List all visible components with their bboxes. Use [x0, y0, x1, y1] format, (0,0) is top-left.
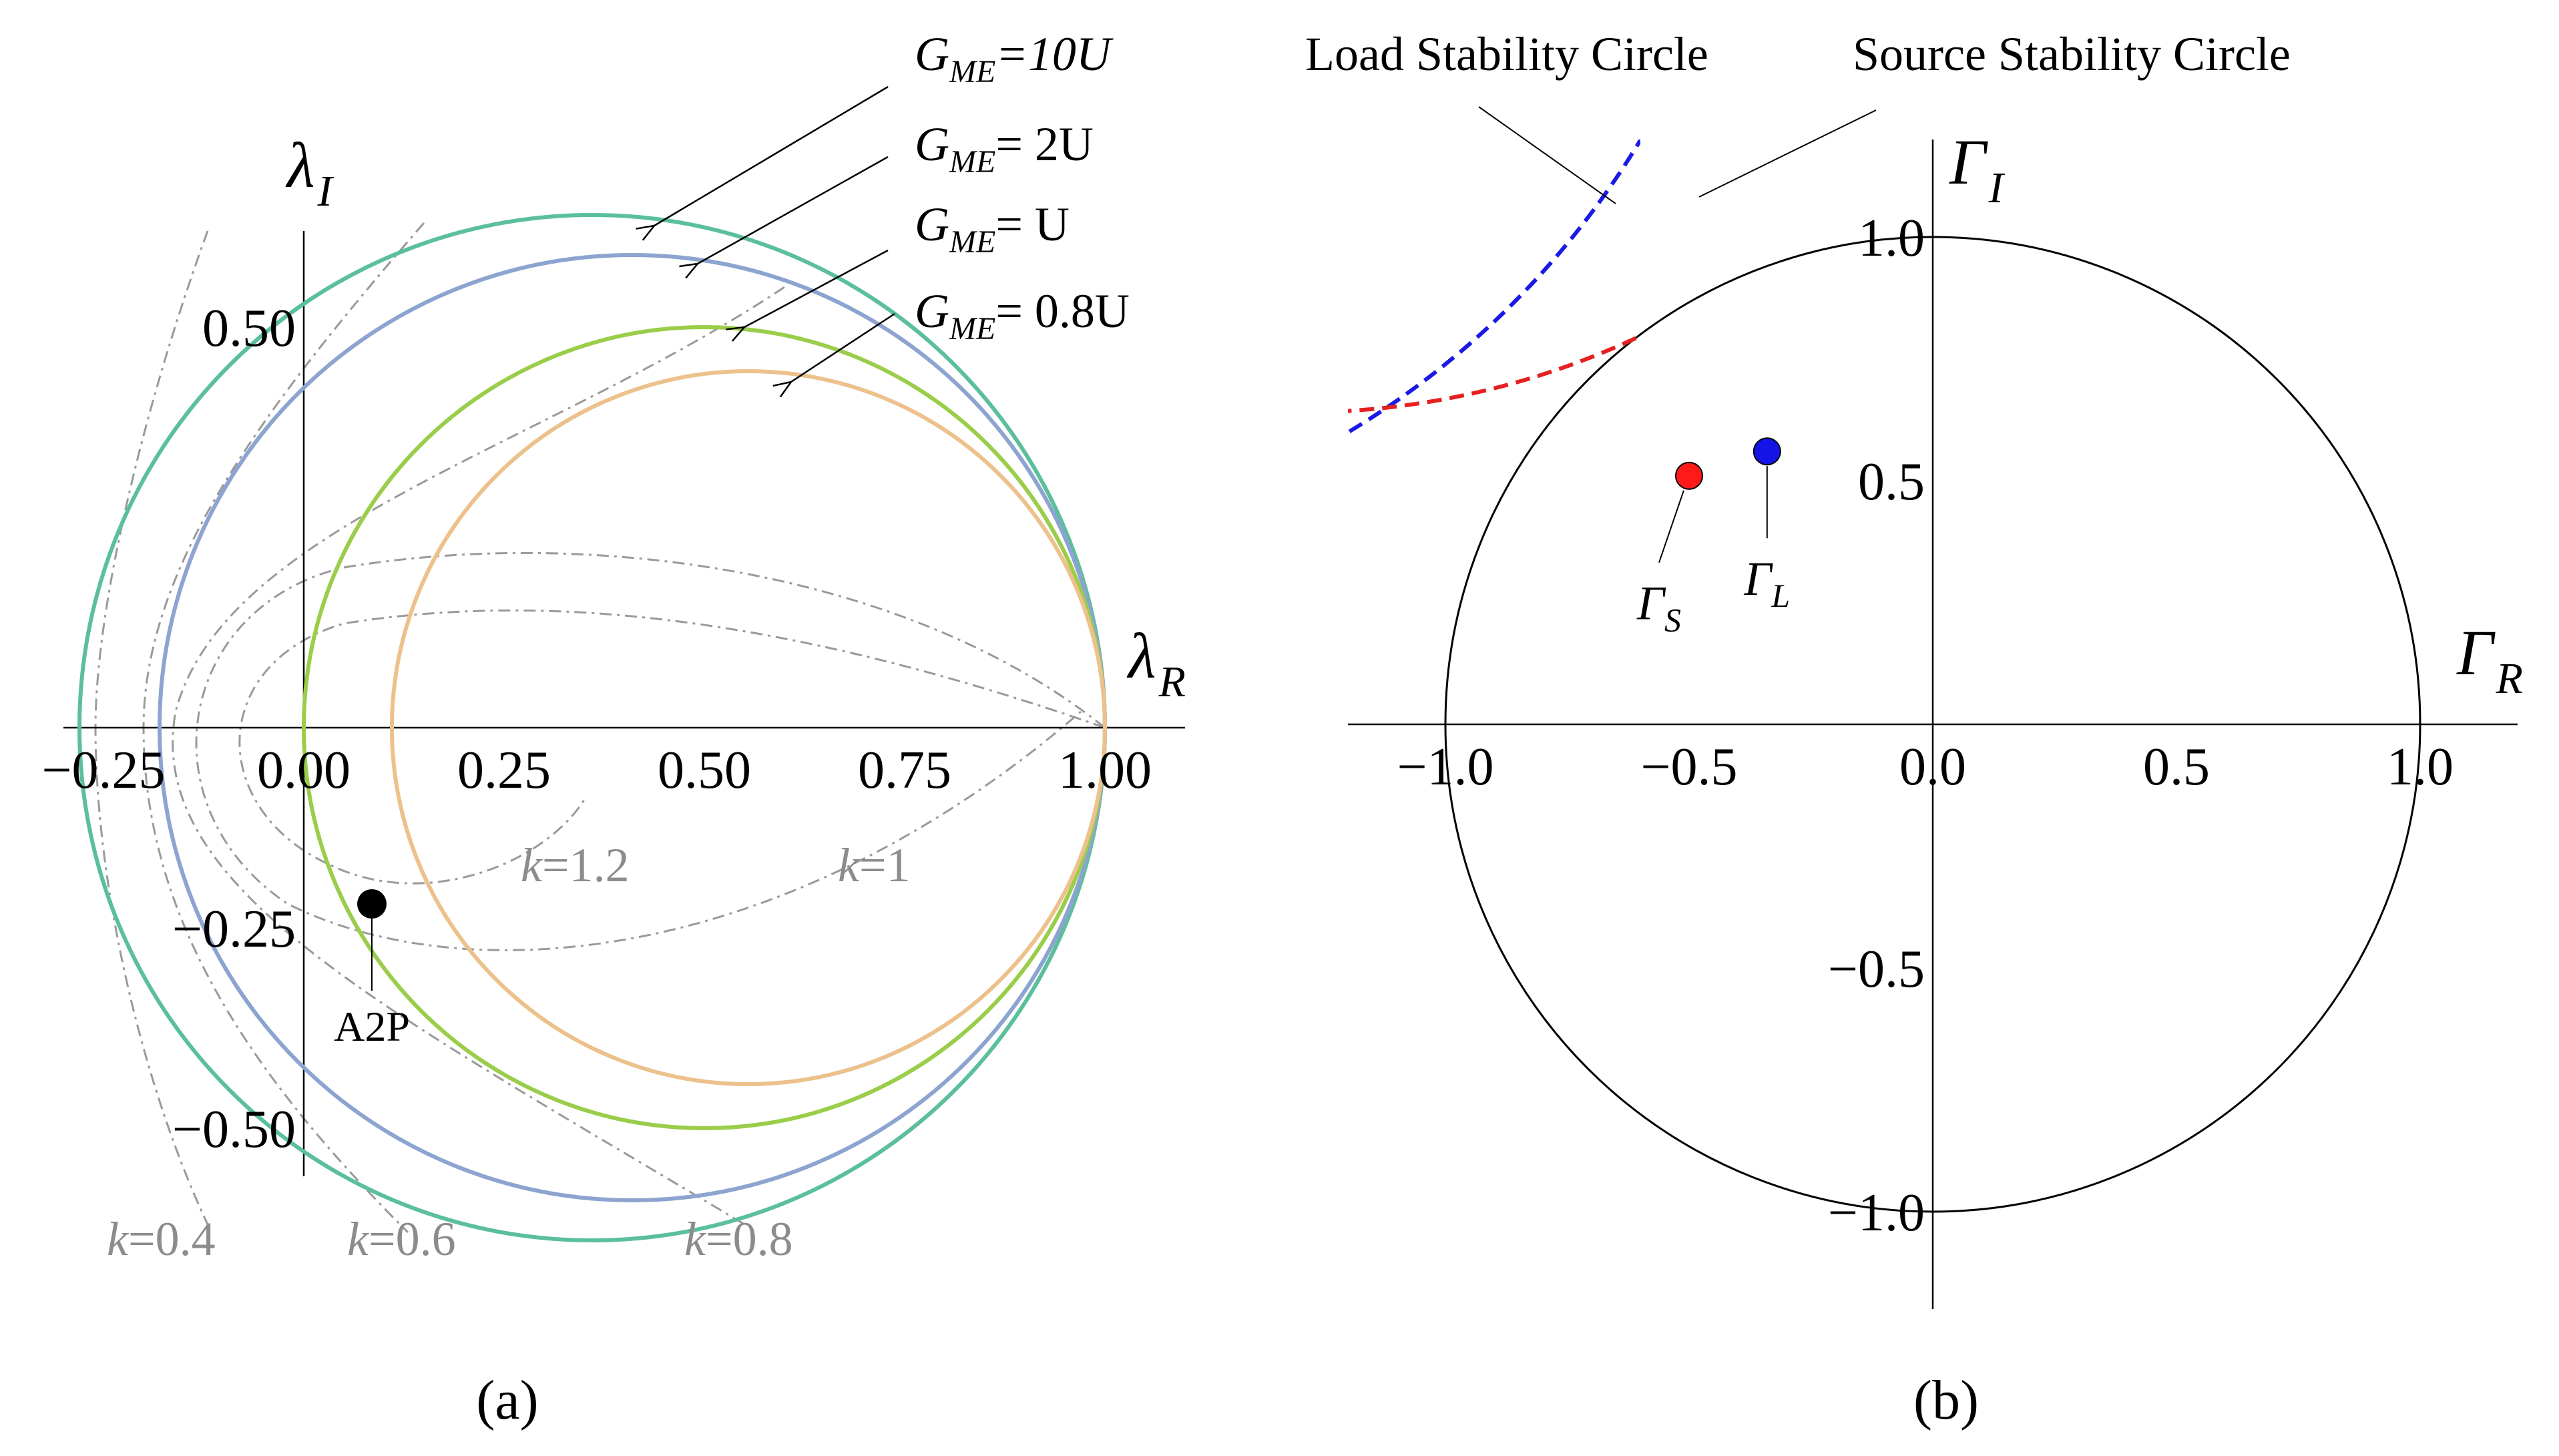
point-1 — [1753, 437, 1781, 466]
k-contour-curve-2 — [172, 286, 785, 1226]
gain-label-2u: GME= 2U — [698, 117, 1094, 264]
panel-b: −1.0 −0.5 0.0 0.5 1.0 1.0 0.5 −0.5 −1.0 ΓI ΓR Lo… — [1305, 27, 2523, 1431]
unit-circle — [1444, 236, 2421, 1213]
gain-circles — [77, 213, 1107, 1242]
k-labels: k=1.2 k=1 k=0.4 k=0.6 k=0.8 — [107, 838, 911, 1266]
k-label-0.8: k=0.8 — [684, 1212, 793, 1266]
svg-text:GME=10U: GME=10U — [915, 27, 1114, 89]
panel-b-x-tick-label: 1.0 — [2387, 738, 2454, 796]
panel-b-x-tick-label: 0.0 — [1899, 738, 1966, 796]
k-label-1: k=1 — [838, 838, 911, 892]
a2p-marker — [357, 889, 387, 919]
k-label-1.2: k=1.2 — [521, 838, 630, 892]
k-contour-curve-0 — [238, 609, 1106, 885]
gain-label-u: GME= U — [744, 198, 1070, 327]
k-label-0.4: k=0.4 — [107, 1212, 216, 1266]
panel-a-x-tick-label: 0.00 — [257, 741, 351, 800]
gain-label-08u: GME= 0.8U — [791, 284, 1130, 382]
source-stability-leader — [1698, 109, 1877, 198]
stability-circles — [1348, 140, 1640, 435]
a2p-marker-group: A2P — [334, 889, 410, 1050]
point-label-0: ΓS — [1636, 577, 1681, 639]
panel-a: −0.25 0.00 0.25 0.50 0.75 1.000.50−0.25−0.50 … — [41, 27, 1185, 1431]
a2p-label: A2P — [334, 1003, 410, 1050]
svg-text:GME= 2U: GME= 2U — [915, 117, 1094, 180]
k-contour-curve-1 — [195, 551, 1106, 951]
panel-a-x-tick-label: 0.75 — [858, 741, 951, 800]
stability-legends: Load Stability Circle Source Stability C… — [1305, 27, 2291, 204]
panel-a-y-tick-label: −0.50 — [172, 1100, 296, 1159]
panel-b-y-tick-label: 1.0 — [1858, 209, 1925, 268]
panel-b-y-tick-label: −1.0 — [1828, 1184, 1925, 1242]
gain-label-10u: GME=10U — [654, 27, 1114, 226]
panel-a-x-tick-label: 0.25 — [457, 741, 551, 800]
panel-b-x-tick-label: 0.5 — [2143, 738, 2210, 796]
panel-a-axes — [63, 231, 1185, 1176]
panel-a-x-tick-label: −0.25 — [41, 741, 165, 800]
load-stability-label: Load Stability Circle — [1305, 27, 1708, 81]
panel-b-axes — [1348, 140, 2518, 1309]
panel-b-y-tick-label: 0.5 — [1858, 453, 1925, 511]
gain-annotations: GME=10U GME= 2U GME= U GME= 0.8U — [654, 27, 1130, 382]
source-stability-label: Source Stability Circle — [1853, 27, 2291, 81]
panel-b-xlabel: ΓR — [2456, 617, 2523, 703]
panel-a-label: (a) — [476, 1369, 538, 1431]
point-leader-0 — [1658, 490, 1684, 563]
svg-text:GME= U: GME= U — [915, 198, 1070, 260]
panel-b-y-tick-label: −0.5 — [1828, 940, 1925, 999]
panel-a-x-tick-label: 0.50 — [658, 741, 751, 800]
panel-b-x-tick-label: −1.0 — [1397, 738, 1493, 796]
panel-a-xlabel: λR — [1126, 620, 1186, 706]
panel-a-tick-labels: −0.25 0.00 0.25 0.50 0.75 1.00 0.50 −0.25 −0.50 — [41, 299, 1152, 1159]
panel-b-x-tick-label: −0.5 — [1640, 738, 1737, 796]
panel-b-ylabel: ΓI — [1949, 126, 2006, 212]
load-stability-leader — [1478, 106, 1616, 204]
point-0 — [1675, 461, 1703, 490]
k-label-0.6: k=0.6 — [347, 1212, 456, 1266]
panel-a-x-tick-label: 1.00 — [1058, 741, 1152, 800]
stability-circle-0 — [1348, 140, 1640, 435]
panel-a-y-tick-label: 0.50 — [202, 299, 296, 358]
point-label-1: ΓL — [1743, 552, 1790, 614]
panel-a-y-tick-label: −0.25 — [172, 900, 296, 959]
panel-b-label: (b) — [1913, 1369, 1979, 1431]
panel-b-tick-labels: −1.0 −0.5 0.0 0.5 1.0 1.0 0.5 −0.5 −1.0 — [1397, 209, 2454, 1242]
svg-text:GME= 0.8U: GME= 0.8U — [915, 284, 1130, 346]
reflection-points: ΓS ΓL — [1636, 437, 1790, 639]
panel-a-ylabel: λI — [285, 130, 334, 216]
gain-circle-3 — [390, 369, 1107, 1086]
